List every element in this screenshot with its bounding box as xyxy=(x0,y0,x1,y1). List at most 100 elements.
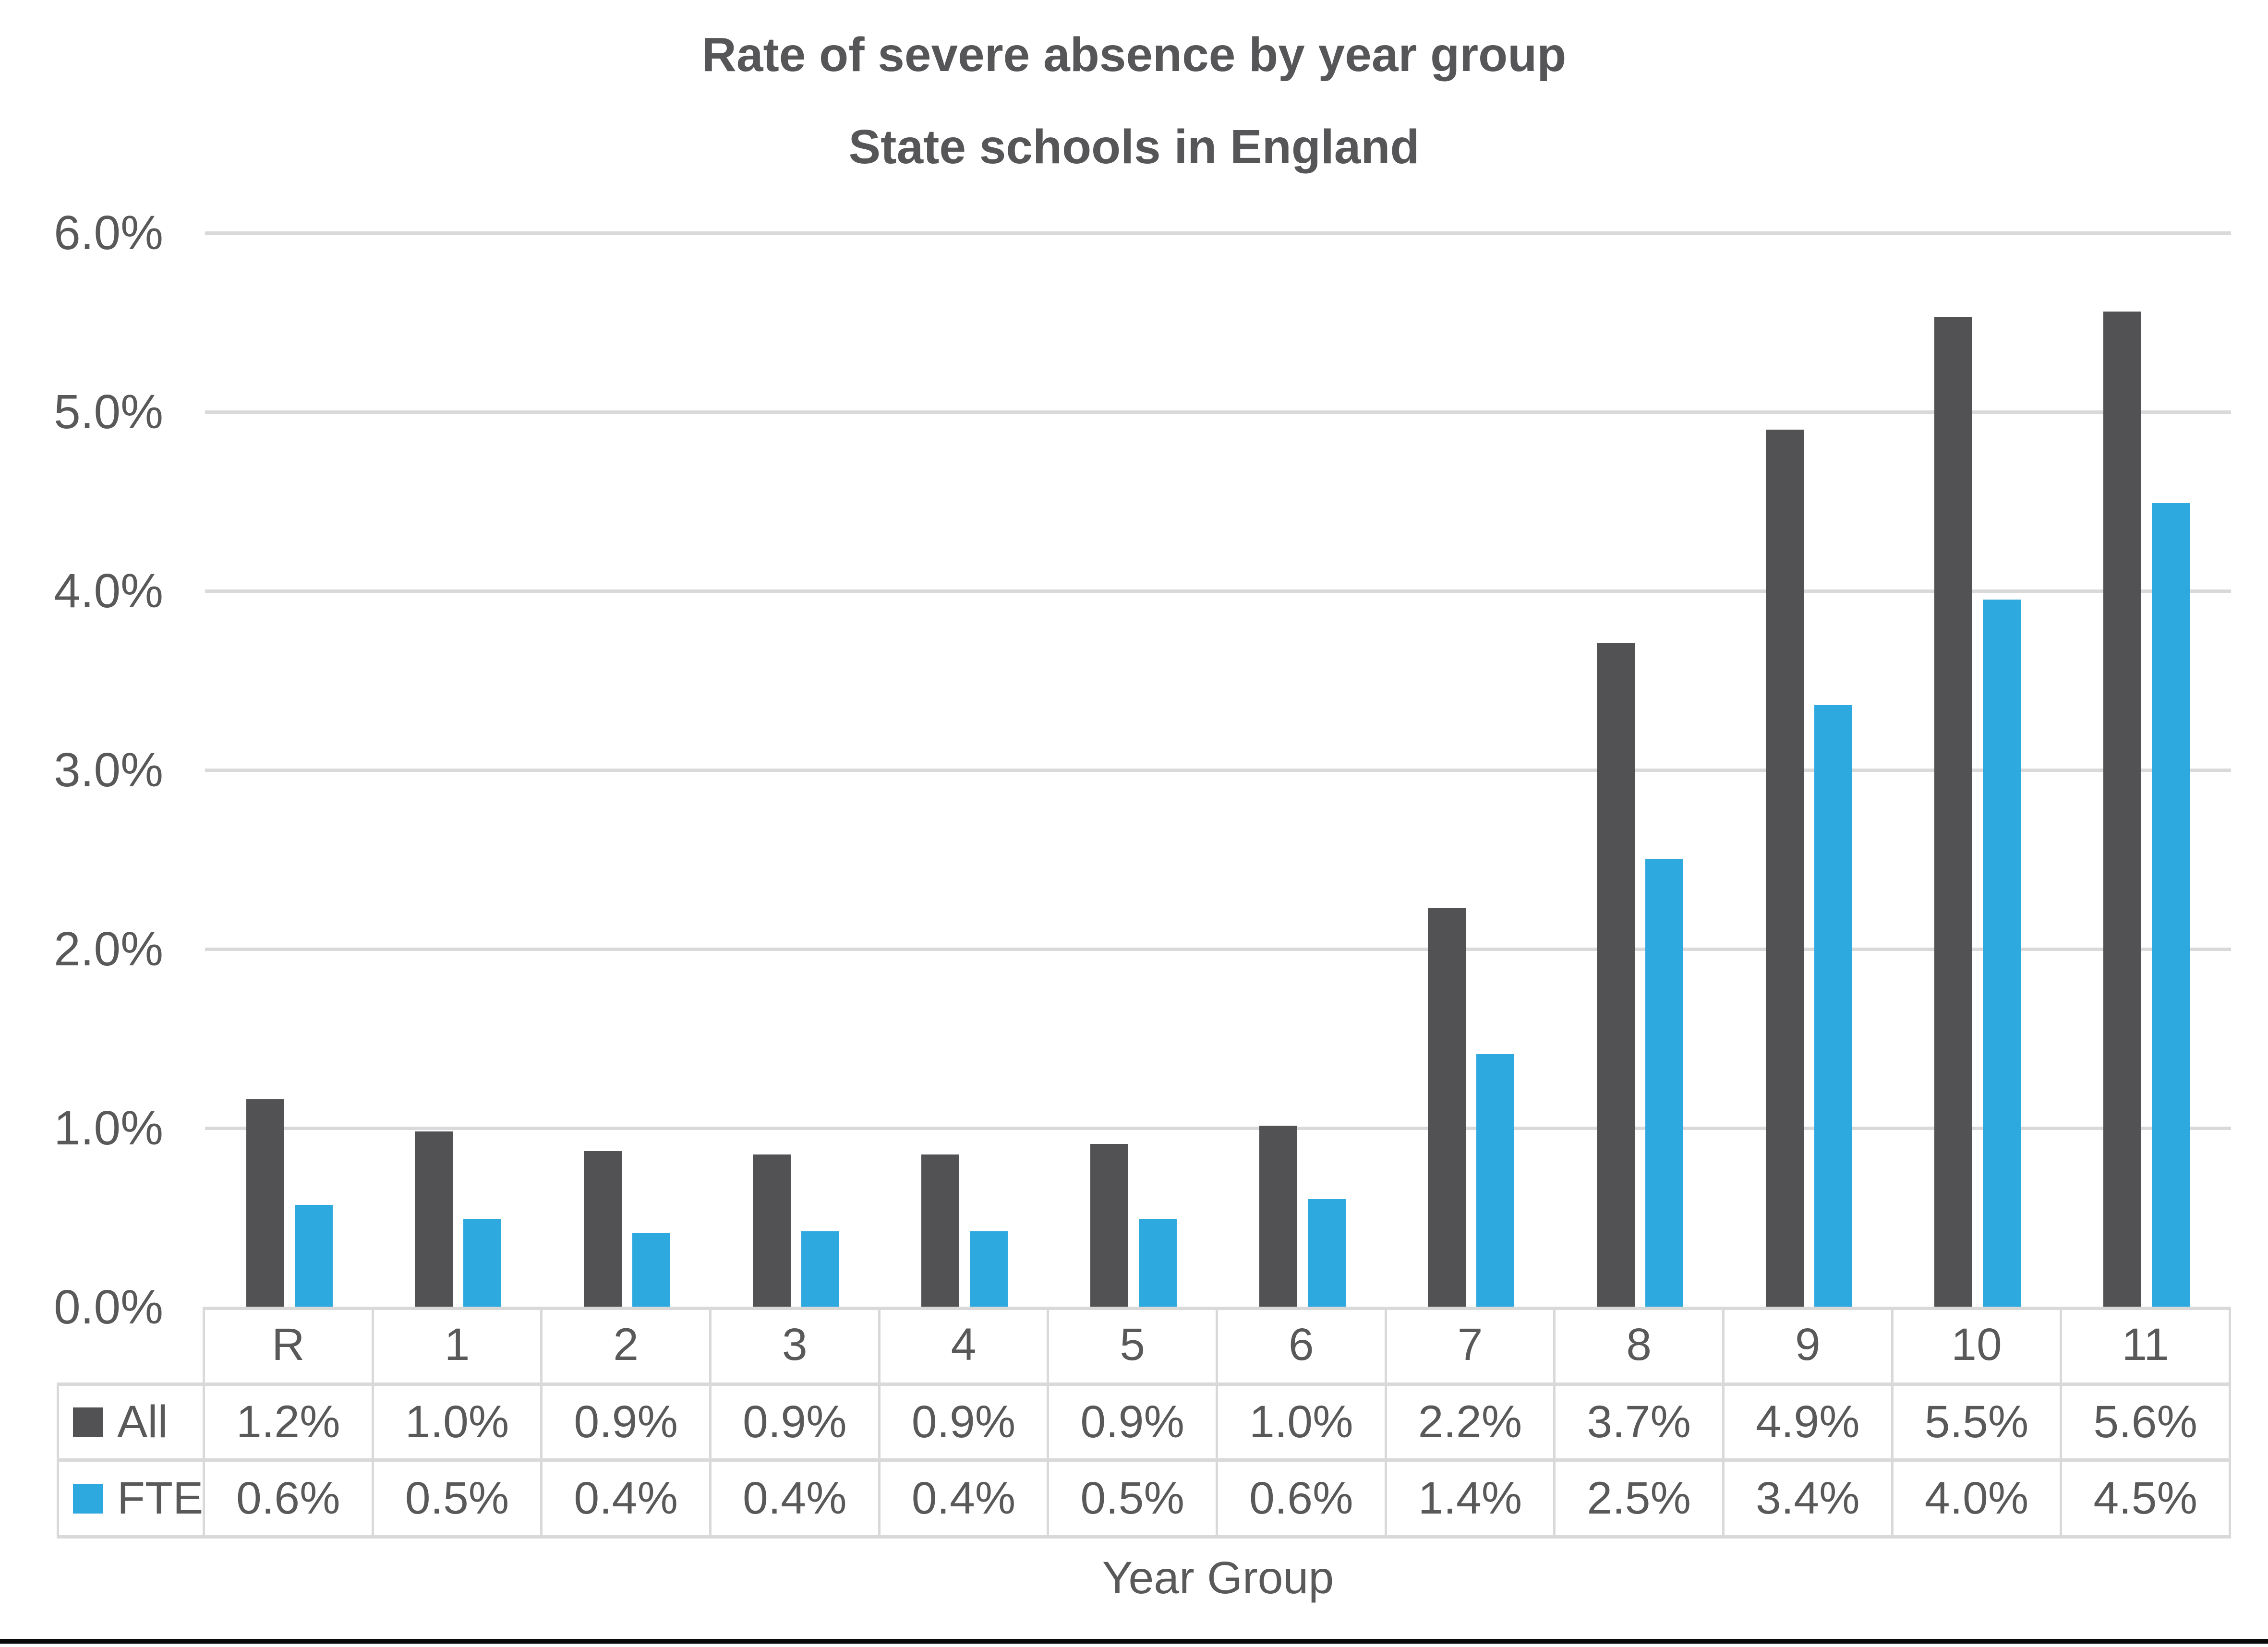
table-header-cell-2: 2 xyxy=(543,1307,712,1386)
bar-group-11 xyxy=(2062,233,2231,1307)
bar-group-8 xyxy=(1556,233,1725,1307)
table-value-all-3: 0.9% xyxy=(711,1386,881,1462)
table-header-cell-6: 6 xyxy=(1218,1307,1387,1386)
bar-fte-3 xyxy=(801,1231,839,1307)
bar-fte-11 xyxy=(2152,503,2190,1307)
table-value-fte-2: 0.4% xyxy=(543,1462,712,1539)
table-value-all-10: 5.5% xyxy=(1893,1386,2063,1462)
y-axis: 6.0% 5.0% 4.0% 3.0% 2.0% 1.0% 0.0% xyxy=(0,0,163,1647)
table-corner-cell xyxy=(57,1307,205,1386)
table-value-fte-5: 0.5% xyxy=(1049,1462,1218,1539)
y-axis-tick-label-3.0%: 3.0% xyxy=(54,743,163,797)
table-header-cell-R: R xyxy=(205,1307,374,1386)
bar-fte-2 xyxy=(632,1233,671,1307)
y-axis-tick-label-4.0%: 4.0% xyxy=(54,564,163,618)
bar-all-9 xyxy=(1765,430,1804,1307)
bar-all-10 xyxy=(1934,317,1973,1307)
table-header-cell-11: 11 xyxy=(2062,1307,2231,1386)
gridline xyxy=(205,231,2231,235)
bar-all-4 xyxy=(921,1154,960,1307)
table-value-all-1: 1.0% xyxy=(374,1386,543,1462)
bar-fte-6 xyxy=(1307,1199,1346,1307)
table-header-cell-1: 1 xyxy=(374,1307,543,1386)
bar-fte-10 xyxy=(1983,600,2021,1307)
gridline xyxy=(205,1127,2231,1130)
gridline xyxy=(205,589,2231,593)
table-value-fte-6: 0.6% xyxy=(1218,1462,1387,1539)
chart-title-line1: Rate of severe absence by year group xyxy=(701,28,1567,82)
bar-group-10 xyxy=(1894,233,2063,1307)
bottom-rule xyxy=(0,1639,2268,1644)
table-value-all-7: 2.2% xyxy=(1387,1386,1556,1462)
table-top-border xyxy=(205,1307,2231,1310)
table-value-all-11: 5.6% xyxy=(2062,1386,2231,1462)
plot-area xyxy=(205,231,2231,1307)
table-value-fte-10: 4.0% xyxy=(1893,1462,2063,1539)
bar-fte-R xyxy=(294,1204,333,1307)
table-value-fte-4: 0.4% xyxy=(880,1462,1050,1539)
table-header-cell-4: 4 xyxy=(880,1307,1050,1386)
bar-fte-8 xyxy=(1645,859,1684,1307)
bar-all-3 xyxy=(752,1154,791,1307)
table-value-fte-8: 2.5% xyxy=(1556,1462,1725,1539)
bar-group-1 xyxy=(374,233,543,1307)
gridline xyxy=(205,948,2231,951)
table-value-all-2: 0.9% xyxy=(543,1386,712,1462)
bar-all-7 xyxy=(1428,907,1466,1307)
x-axis-title: Year Group xyxy=(1102,1552,1334,1603)
bar-all-8 xyxy=(1597,642,1635,1307)
legend-swatch-fte xyxy=(73,1483,103,1514)
gridline xyxy=(205,410,2231,414)
bar-group-R xyxy=(205,233,374,1307)
y-axis-tick-label-1.0%: 1.0% xyxy=(54,1101,163,1155)
bar-fte-7 xyxy=(1476,1054,1515,1307)
legend-label-fte: FTE xyxy=(117,1473,204,1524)
table-value-all-9: 4.9% xyxy=(1724,1386,1894,1462)
table-left-border xyxy=(57,1386,59,1539)
table-value-all-8: 3.7% xyxy=(1556,1386,1725,1462)
y-axis-tick-label-6.0%: 6.0% xyxy=(54,206,163,260)
bar-fte-5 xyxy=(1139,1219,1177,1307)
table-header-cell-10: 10 xyxy=(1893,1307,2063,1386)
bar-all-R xyxy=(246,1099,284,1307)
table-value-all-R: 1.2% xyxy=(205,1386,374,1462)
bar-all-1 xyxy=(415,1131,453,1307)
y-axis-tick-label-5.0%: 5.0% xyxy=(54,385,163,439)
table-value-fte-1: 0.5% xyxy=(374,1462,543,1539)
table-value-fte-7: 1.4% xyxy=(1387,1462,1556,1539)
bar-all-2 xyxy=(584,1151,622,1307)
legend-cell-fte: FTE xyxy=(57,1462,205,1539)
table-header-cell-7: 7 xyxy=(1387,1307,1556,1386)
bar-group-6 xyxy=(1218,233,1387,1307)
chart-title-line2: State schools in England xyxy=(848,120,1420,174)
table-header-cell-8: 8 xyxy=(1556,1307,1725,1386)
table-value-all-5: 0.9% xyxy=(1049,1386,1218,1462)
table-header-cell-3: 3 xyxy=(711,1307,881,1386)
bar-group-7 xyxy=(1387,233,1556,1307)
table-value-fte-3: 0.4% xyxy=(711,1462,881,1539)
bar-fte-4 xyxy=(970,1231,1008,1307)
table-value-fte-11: 4.5% xyxy=(2062,1462,2231,1539)
bar-group-4 xyxy=(881,233,1050,1307)
table-header-cell-9: 9 xyxy=(1724,1307,1894,1386)
bar-fte-9 xyxy=(1814,705,1852,1307)
gridline xyxy=(205,769,2231,772)
bar-group-5 xyxy=(1049,233,1218,1307)
table-value-all-6: 1.0% xyxy=(1218,1386,1387,1462)
bar-all-11 xyxy=(2103,312,2142,1307)
chart-title: Rate of severe absence by year group Sta… xyxy=(0,9,2268,193)
y-axis-tick-label-2.0%: 2.0% xyxy=(54,922,163,976)
legend-swatch-all xyxy=(73,1407,103,1437)
legend-label-all: All xyxy=(117,1396,168,1447)
table-value-all-4: 0.9% xyxy=(880,1386,1050,1462)
data-table: R 1 2 3 4 5 6 7 8 9 10 11 All 1.2% 1.0% 0.9% 0.9% 0.9% 0.9… xyxy=(57,1307,2231,1539)
bar-fte-1 xyxy=(463,1219,502,1307)
bar-group-9 xyxy=(1725,233,1894,1307)
bar-all-6 xyxy=(1259,1126,1297,1307)
legend-cell-all: All xyxy=(57,1386,205,1462)
bar-group-3 xyxy=(712,233,881,1307)
table-value-fte-9: 3.4% xyxy=(1724,1462,1894,1539)
table-header-cell-5: 5 xyxy=(1049,1307,1218,1386)
y-axis-tick-label-0.0%: 0.0% xyxy=(54,1280,163,1334)
